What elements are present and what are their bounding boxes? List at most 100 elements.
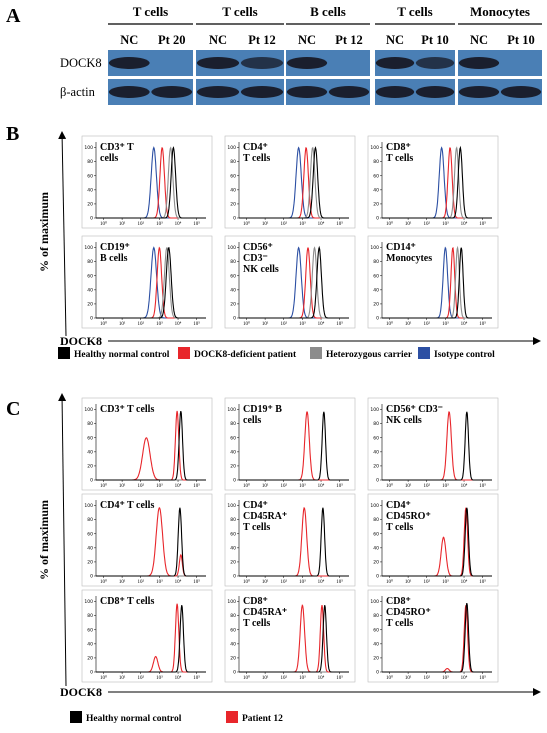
x-tick-label: 10³ xyxy=(156,675,163,681)
lane-label: NC xyxy=(386,33,404,47)
y-tick-label: 100 xyxy=(84,145,93,151)
x-tick-label: 10⁴ xyxy=(318,321,325,327)
x-tick-label: 10⁴ xyxy=(461,675,468,681)
y-tick-label: 0 xyxy=(90,574,93,580)
band xyxy=(108,57,150,69)
plot-label: CD8⁺ xyxy=(243,596,268,607)
x-tick-label: 10¹ xyxy=(262,675,269,681)
y-tick-label: 40 xyxy=(87,287,93,293)
y-tick-label: 20 xyxy=(87,655,93,661)
plot-label: CD45RA⁺ xyxy=(243,511,287,522)
row-label: β-actin xyxy=(60,85,96,99)
plot-frame xyxy=(81,493,213,587)
x-tick-label: 10⁰ xyxy=(100,483,107,489)
x-tick-label: 10⁵ xyxy=(336,221,343,227)
y-tick-label: 20 xyxy=(373,559,379,565)
x-tick-label: 10³ xyxy=(156,321,163,327)
x-tick-label: 10⁵ xyxy=(336,483,343,489)
y-tick-label: 100 xyxy=(370,599,379,605)
legend-label: Isotype control xyxy=(434,350,495,360)
y-tick-label: 0 xyxy=(233,216,236,222)
y-tick-label: 80 xyxy=(230,421,236,427)
y-tick-label: 0 xyxy=(376,574,379,580)
legend-label: Healthy normal control xyxy=(74,350,170,360)
x-tick-label: 10² xyxy=(423,221,430,227)
plot-frame xyxy=(367,493,499,587)
plot-label: B cells xyxy=(100,253,128,264)
y-tick-label: 20 xyxy=(87,301,93,307)
lane-label: Pt 12 xyxy=(248,33,275,47)
plot-label: CD56⁺ CD3⁻ xyxy=(386,404,443,415)
histogram-curve xyxy=(96,605,206,673)
y-tick-label: 80 xyxy=(87,421,93,427)
legend-swatch xyxy=(418,347,430,359)
x-tick-label: 10³ xyxy=(156,483,163,489)
plot-label: cells xyxy=(100,153,118,164)
y-tick-label: 60 xyxy=(87,531,93,537)
y-tick-label: 0 xyxy=(90,478,93,484)
plot-frame xyxy=(224,493,356,587)
band xyxy=(240,57,284,69)
row-label: DOCK8 xyxy=(60,56,102,70)
y-tick-label: 100 xyxy=(227,599,236,605)
y-tick-label: 0 xyxy=(376,216,379,222)
plot-label: CD8⁺ T cells xyxy=(100,596,154,607)
band xyxy=(286,57,328,69)
plot-frame xyxy=(224,135,356,229)
plot-label: CD45RA⁺ xyxy=(243,607,287,618)
y-tick-label: 0 xyxy=(90,316,93,322)
y-tick-label: 60 xyxy=(373,173,379,179)
y-tick-label: 20 xyxy=(373,655,379,661)
plot-label: Monocytes xyxy=(386,253,432,264)
x-tick-label: 10⁵ xyxy=(193,483,200,489)
legend-swatch xyxy=(58,347,70,359)
legend-label: Patient 12 xyxy=(242,714,283,724)
histogram-curve xyxy=(96,410,206,481)
y-tick-label: 0 xyxy=(233,478,236,484)
x-tick-label: 10⁴ xyxy=(461,579,468,585)
y-tick-label: 20 xyxy=(373,201,379,207)
plot-label: CD4⁺ T cells xyxy=(100,500,154,511)
plot-label: T cells xyxy=(386,522,413,533)
y-tick-label: 100 xyxy=(227,145,236,151)
x-tick-label: 10⁰ xyxy=(386,483,393,489)
y-tick-label: 80 xyxy=(230,517,236,523)
plot-label: T cells xyxy=(243,153,270,164)
plot-frame xyxy=(367,397,499,491)
y-tick-label: 100 xyxy=(84,407,93,413)
y-tick-label: 20 xyxy=(230,559,236,565)
y-tick-label: 80 xyxy=(87,259,93,265)
y-tick-label: 100 xyxy=(227,503,236,509)
x-tick-label: 10¹ xyxy=(262,579,269,585)
plot-label: T cells xyxy=(386,153,413,164)
x-tick-label: 10² xyxy=(137,483,144,489)
histogram-curve xyxy=(96,246,206,319)
group-label: T cells xyxy=(397,4,433,19)
y-tick-label: 40 xyxy=(87,545,93,551)
x-tick-label: 10¹ xyxy=(119,483,126,489)
x-tick-label: 10² xyxy=(137,221,144,227)
lane-label: Pt 12 xyxy=(335,33,362,47)
x-tick-label: 10⁵ xyxy=(479,675,486,681)
x-tick-label: 10⁰ xyxy=(243,321,250,327)
x-tick-label: 10¹ xyxy=(119,321,126,327)
y-tick-label: 60 xyxy=(373,435,379,441)
y-tick-label: 20 xyxy=(373,301,379,307)
plot-frame xyxy=(367,235,499,329)
y-tick-label: 0 xyxy=(90,216,93,222)
x-axis-title: DOCK8 xyxy=(60,685,102,699)
x-tick-label: 10³ xyxy=(442,321,449,327)
x-tick-label: 10² xyxy=(423,321,430,327)
lane-label: NC xyxy=(120,33,138,47)
x-tick-label: 10⁴ xyxy=(175,221,182,227)
plot-label: T cells xyxy=(243,618,270,629)
y-tick-label: 20 xyxy=(87,463,93,469)
x-tick-label: 10⁰ xyxy=(386,321,393,327)
x-tick-label: 10⁴ xyxy=(461,483,468,489)
y-tick-label: 40 xyxy=(87,641,93,647)
x-tick-label: 10⁰ xyxy=(100,221,107,227)
axis-arrow xyxy=(58,393,67,687)
plot-label: CD19⁺ B xyxy=(243,404,282,415)
lane-label: NC xyxy=(298,33,316,47)
group-label: Monocytes xyxy=(470,4,530,19)
